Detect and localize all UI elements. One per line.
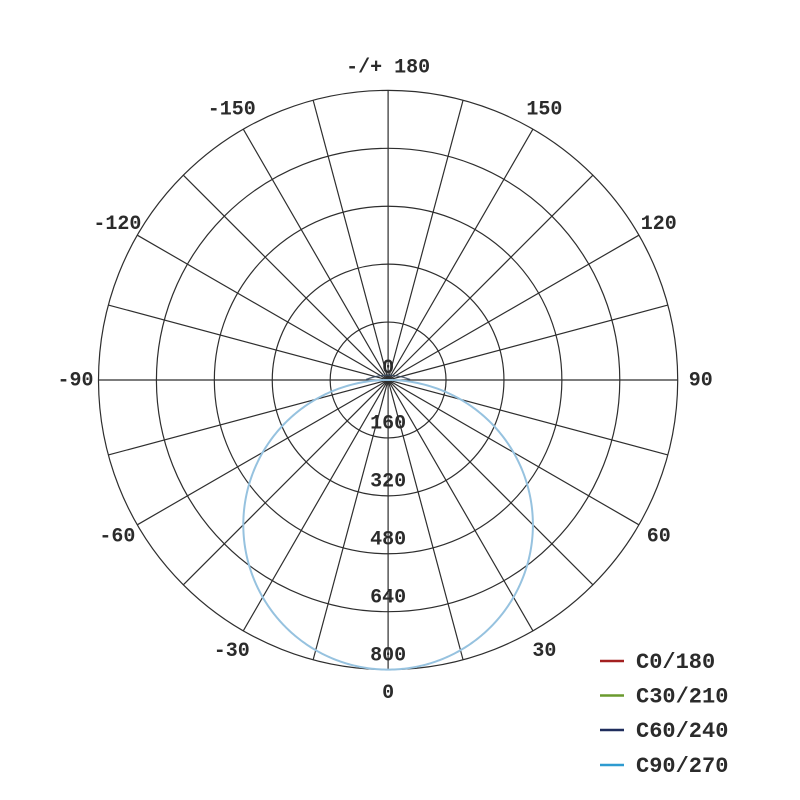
- svg-text:320: 320: [370, 471, 406, 494]
- svg-text:120: 120: [641, 213, 677, 236]
- svg-text:-150: -150: [208, 99, 256, 122]
- svg-text:480: 480: [370, 529, 406, 552]
- svg-text:-90: -90: [57, 369, 93, 392]
- svg-text:800: 800: [370, 644, 406, 667]
- svg-text:C0/180: C0/180: [636, 650, 715, 675]
- svg-text:C90/270: C90/270: [636, 754, 728, 779]
- svg-text:160: 160: [370, 413, 406, 436]
- svg-text:C60/240: C60/240: [636, 719, 728, 744]
- svg-text:60: 60: [647, 526, 671, 549]
- svg-text:0: 0: [382, 682, 394, 705]
- svg-text:-30: -30: [214, 640, 250, 663]
- svg-text:150: 150: [526, 99, 562, 122]
- svg-text:30: 30: [532, 640, 556, 663]
- svg-text:640: 640: [370, 586, 406, 609]
- svg-text:0: 0: [382, 357, 394, 380]
- svg-text:-60: -60: [99, 526, 135, 549]
- svg-text:90: 90: [689, 369, 713, 392]
- svg-text:-/+ 180: -/+ 180: [346, 57, 430, 80]
- svg-text:C30/210: C30/210: [636, 684, 728, 709]
- svg-text:-120: -120: [93, 213, 141, 236]
